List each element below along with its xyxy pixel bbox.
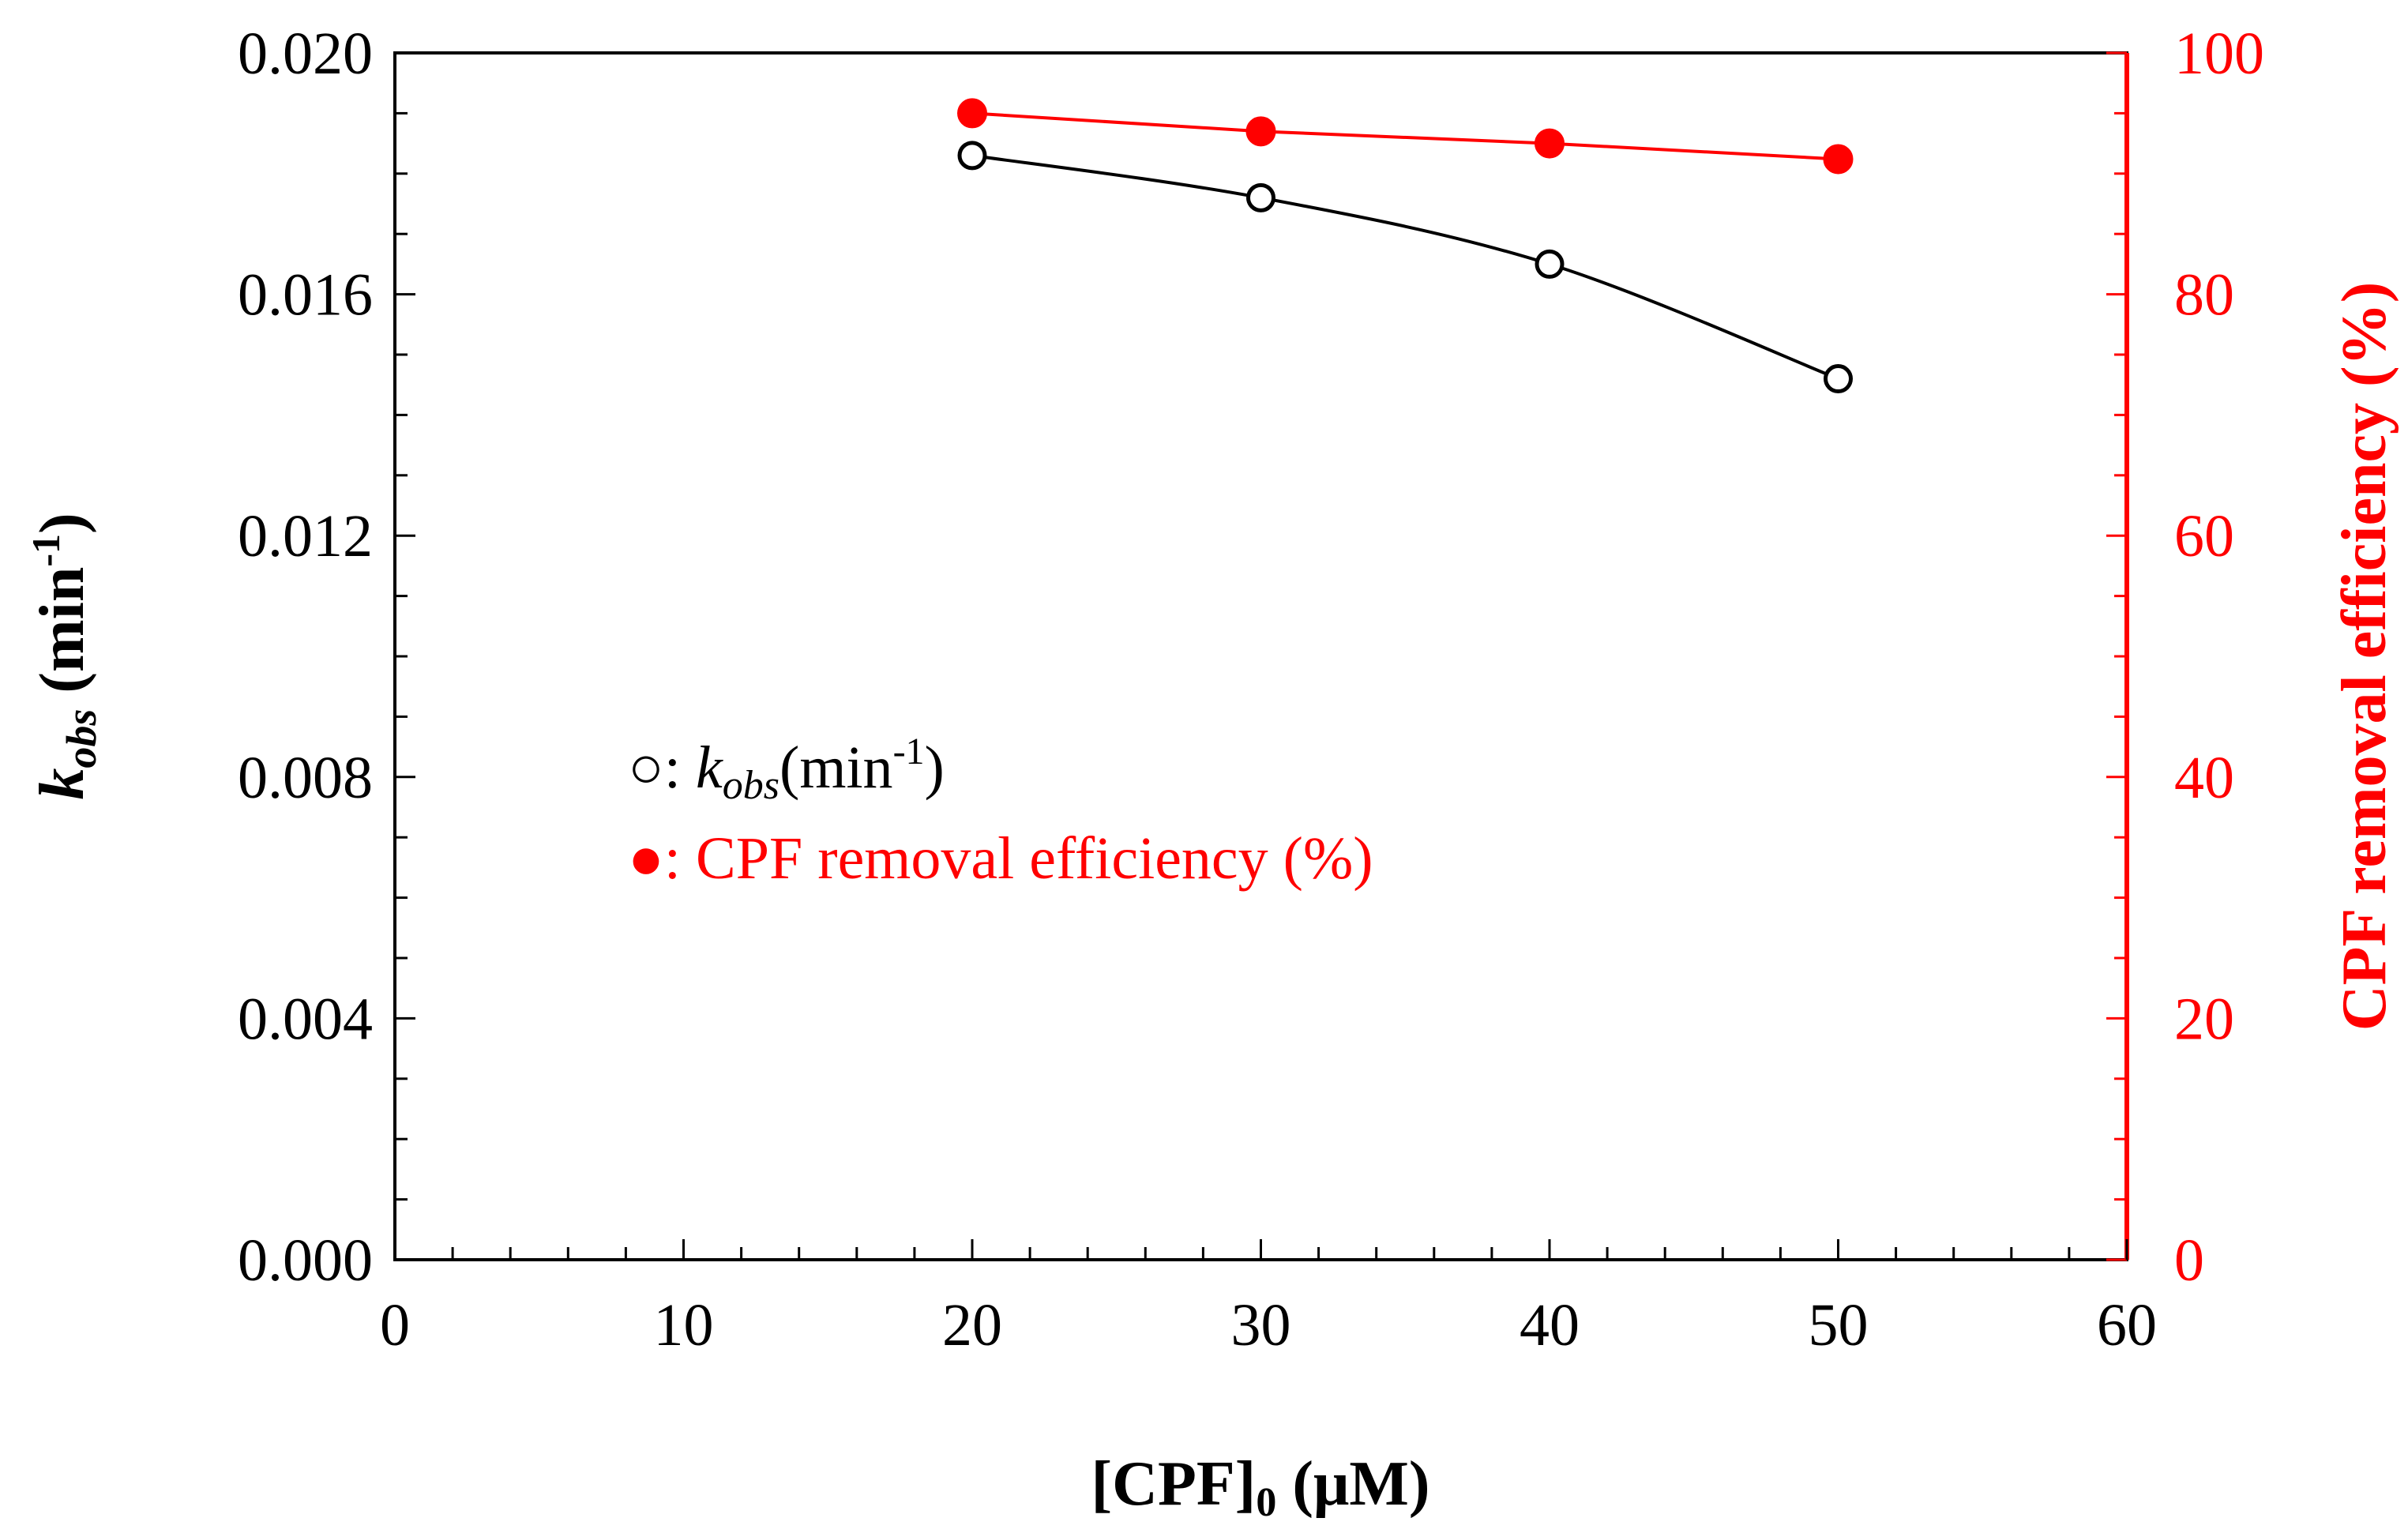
right-tick-label: 60	[2174, 503, 2234, 569]
x-tick-label: 0	[380, 1292, 410, 1358]
left-tick-label: 0.008	[238, 745, 373, 811]
kobs-point	[1824, 364, 1853, 394]
left-tick-label: 0.000	[238, 1227, 373, 1294]
plot-area-frame	[393, 51, 2128, 1261]
removal-efficiency-point	[1535, 128, 1565, 159]
kobs-point	[957, 141, 987, 171]
series-line-removal-efficiency	[971, 111, 1839, 161]
legend-item-kobs: ○: kobs(min-1)	[628, 731, 945, 808]
right-tick-label: 40	[2174, 745, 2234, 811]
x-tick-label: 20	[942, 1292, 1002, 1358]
left-axis-ticks: 0.000 0.004 0.008 0.012 0.016 0.020	[238, 21, 415, 1294]
right-tick-label: 0	[2174, 1227, 2204, 1294]
kobs-point	[1246, 182, 1275, 212]
series-line-kobs	[971, 153, 1839, 381]
right-tick-label: 80	[2174, 262, 2234, 329]
left-tick-label: 0.020	[238, 21, 373, 87]
legend-item-removal-efficiency: ●: CPF removal efficiency (%)	[628, 825, 1373, 892]
removal-efficiency-point	[957, 98, 987, 129]
x-tick-label: 30	[1231, 1292, 1291, 1358]
x-tick-label: 60	[2097, 1292, 2157, 1358]
right-tick-label: 100	[2174, 21, 2264, 87]
left-tick-label: 0.004	[238, 986, 373, 1052]
right-tick-label: 20	[2174, 986, 2234, 1052]
right-axis-ticks: 0 20 40 60 80 100	[2106, 21, 2264, 1294]
right-axis-title: CPF removal efficiency (%)	[2330, 282, 2399, 1031]
x-tick-label: 40	[1520, 1292, 1580, 1358]
kobs-point	[1535, 249, 1565, 279]
removal-efficiency-point	[1245, 116, 1276, 147]
left-tick-label: 0.012	[238, 503, 373, 569]
x-tick-label: 10	[654, 1292, 714, 1358]
left-axis-title: kobs (min-1)	[24, 513, 105, 799]
removal-efficiency-point	[1823, 144, 1854, 175]
left-tick-label: 0.016	[238, 262, 373, 329]
x-tick-label: 50	[1809, 1292, 1869, 1358]
x-axis-title: [CPF]0 (μM)	[1091, 1449, 1430, 1525]
series-layer	[957, 98, 1854, 394]
x-axis-ticks: 0 10 20 30 40 50 60	[380, 1239, 2157, 1358]
